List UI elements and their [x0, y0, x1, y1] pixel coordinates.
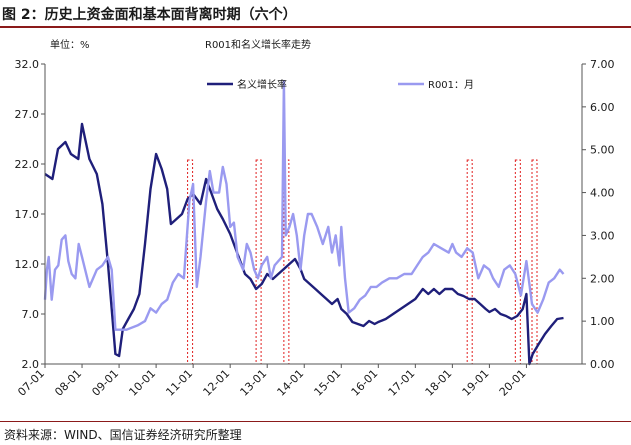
- divergence-period-box: [187, 159, 194, 365]
- y-right-tick-label: 6.00: [590, 101, 615, 114]
- series-line-r001: [43, 79, 565, 331]
- y-right-tick-label: 5.00: [590, 144, 615, 157]
- divergence-boxes: [187, 159, 538, 365]
- x-tick-label: 14-01: [275, 367, 307, 399]
- y-left-tick-label: 17.0: [15, 208, 40, 221]
- y-right-tick-label: 3.00: [590, 229, 615, 242]
- series-line-nominal-growth: [44, 122, 564, 366]
- x-tick-label: 07-01: [15, 367, 47, 399]
- y-axis-unit: 单位：%: [50, 38, 90, 51]
- y-right-tick-label: 1.00: [590, 315, 615, 328]
- footer-rule: [0, 421, 631, 422]
- divergence-period-box: [531, 159, 538, 365]
- source-note: 资料来源：WIND、国信证券经济研究所整理: [4, 428, 242, 442]
- divergence-period-box: [283, 159, 290, 365]
- y-left-tick-label: 2.0: [22, 358, 40, 371]
- legend-nominal-growth-text: 名义增长率: [237, 78, 287, 91]
- title-rule: [0, 26, 631, 28]
- y-right-tick-label: 2.00: [590, 272, 615, 285]
- x-tick-label: 11-01: [163, 367, 195, 399]
- legend: 名义增长率 R001：月: [207, 78, 474, 91]
- legend-r001-text: R001：月: [428, 79, 474, 91]
- x-tick-label: 15-01: [312, 367, 344, 399]
- x-tick-label: 18-01: [423, 367, 455, 399]
- x-tick-label: 12-01: [200, 367, 232, 399]
- y-right-tick-label: 4.00: [590, 187, 615, 200]
- y-right-tick-label: 7.00: [590, 58, 615, 71]
- y-left-tick-label: 22.0: [15, 158, 40, 171]
- x-tick-label: 10-01: [126, 367, 158, 399]
- y-right-tick-label: 0.00: [590, 358, 615, 371]
- x-tick-label: 09-01: [89, 367, 121, 399]
- y-left-tick-label: 32.0: [15, 58, 40, 71]
- y-left-tick-label: 7.0: [22, 308, 40, 321]
- series-lines: [43, 79, 565, 366]
- figure-header: 图 2：历史上资金面和基本面背离时期（六个）: [0, 0, 631, 26]
- x-tick-label: 16-01: [349, 367, 381, 399]
- chart: 2.0 7.0 12.0 17.0 22.0 27.0 32.0 0.00 1.00 2.00 3.…: [15, 38, 615, 399]
- x-tick-label: 17-01: [386, 367, 418, 399]
- x-tick-label: 20-01: [497, 367, 529, 399]
- x-tick-label: 08-01: [52, 367, 84, 399]
- divergence-period-box: [466, 159, 473, 365]
- chart-title: R001和名义增长率走势: [205, 38, 311, 51]
- x-tick-label: 13-01: [238, 367, 270, 399]
- y-left-tick-label: 12.0: [15, 258, 40, 271]
- figure-title: 图 2：历史上资金面和基本面背离时期（六个）: [2, 7, 297, 23]
- y-left-tick-label: 27.0: [15, 108, 40, 121]
- divergence-period-box: [514, 159, 521, 365]
- x-tick-label: 19-01: [460, 367, 492, 399]
- divergence-period-box: [255, 159, 262, 365]
